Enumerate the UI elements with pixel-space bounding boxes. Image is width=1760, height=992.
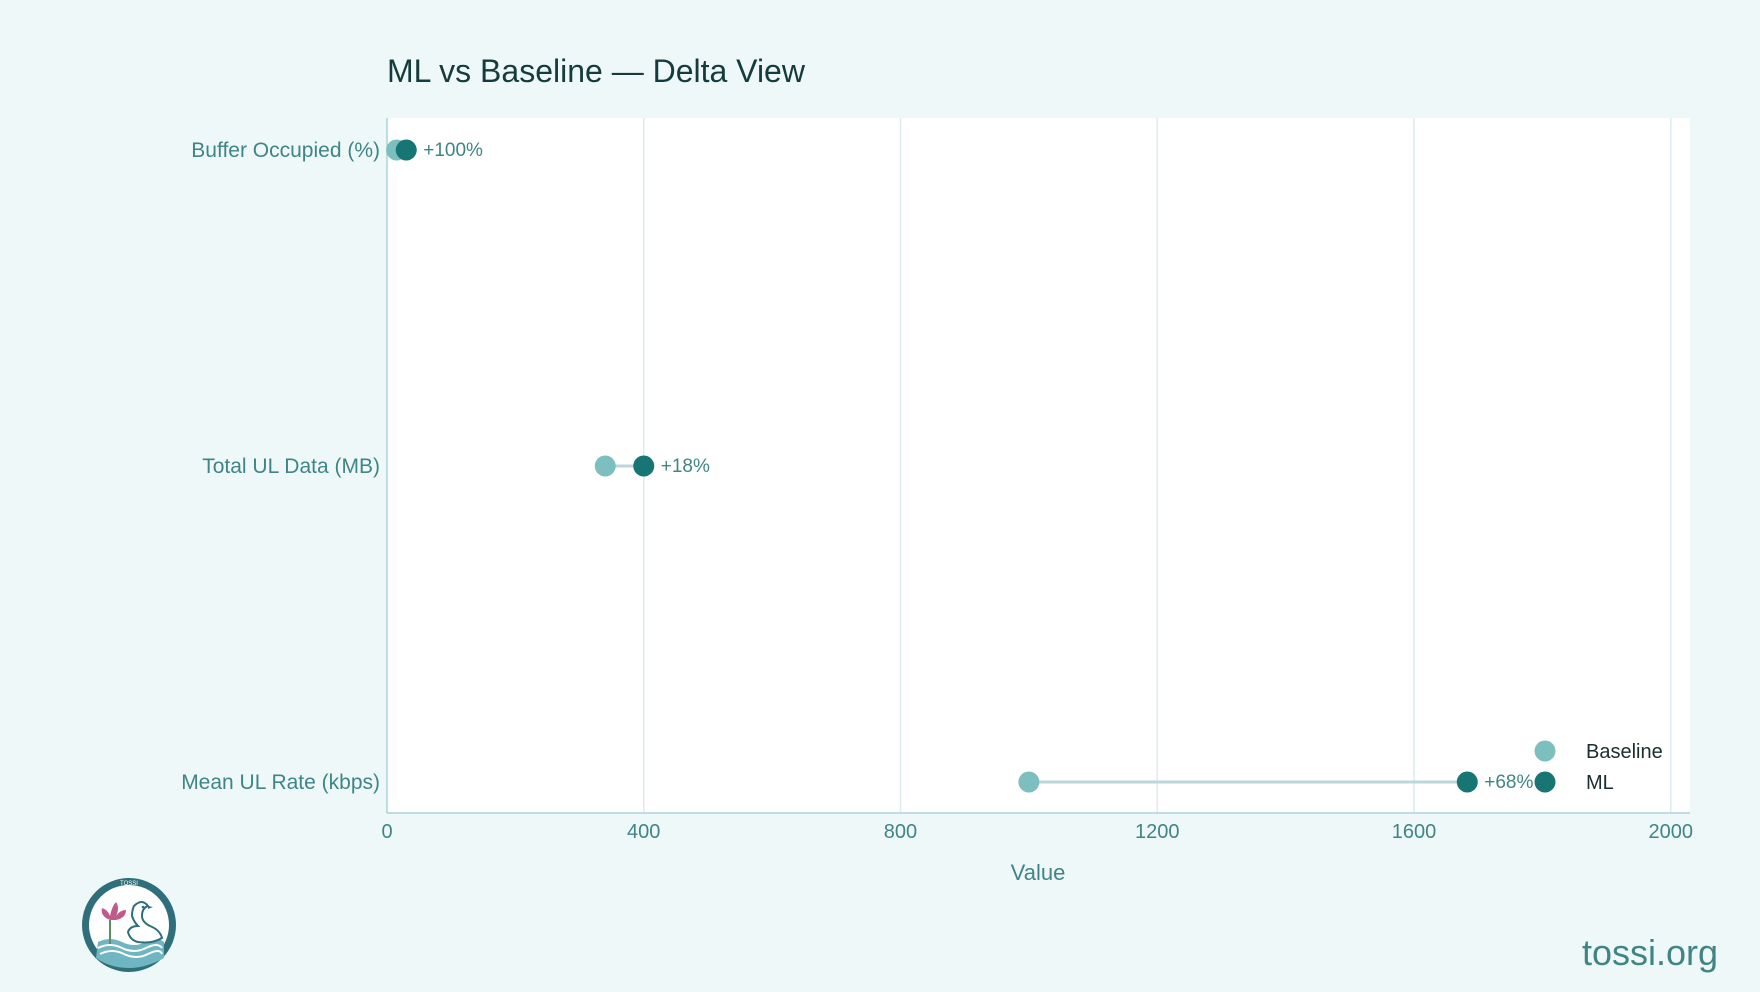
brand-url: tossi.org: [1581, 932, 1718, 973]
plot-area: [387, 118, 1690, 813]
swan-lotus-seal-logo: TOSSI: [82, 878, 176, 972]
x-axis-title: Value: [1011, 860, 1066, 885]
category-label: Buffer Occupied (%): [191, 139, 380, 162]
x-tick-labels: 0 400 800 1200 1600 2000: [381, 821, 1693, 843]
baseline-point: [594, 455, 616, 477]
x-tick-label: 800: [884, 821, 917, 843]
legend: Baseline ML: [1534, 740, 1663, 794]
category-label: Total UL Data (MB): [202, 455, 380, 478]
ml-point: [1456, 771, 1478, 793]
legend-label: Baseline: [1586, 741, 1663, 763]
delta-label: +68%: [1484, 772, 1533, 793]
category-label: Mean UL Rate (kbps): [181, 771, 380, 794]
delta-labels: +100% +18% +68%: [423, 140, 1533, 793]
ml-point: [395, 139, 417, 161]
x-tick-label: 0: [381, 821, 392, 843]
baseline-point: [1018, 771, 1040, 793]
data-points: [386, 139, 1478, 793]
logo-text: TOSSI: [120, 881, 138, 887]
legend-marker: [1534, 740, 1556, 762]
ml-point: [633, 455, 655, 477]
category-labels: Buffer Occupied (%) Total UL Data (MB) Mea…: [181, 139, 380, 794]
gridlines: [642, 118, 1672, 813]
chart-title: ML vs Baseline — Delta View: [387, 53, 806, 89]
legend-label: ML: [1586, 772, 1614, 794]
legend-marker: [1534, 771, 1556, 793]
x-tick-label: 2000: [1648, 821, 1693, 843]
delta-label: +100%: [423, 140, 483, 161]
x-tick-label: 1200: [1135, 821, 1180, 843]
x-tick-label: 400: [627, 821, 660, 843]
delta-label: +18%: [661, 456, 710, 477]
x-tick-label: 1600: [1392, 821, 1437, 843]
